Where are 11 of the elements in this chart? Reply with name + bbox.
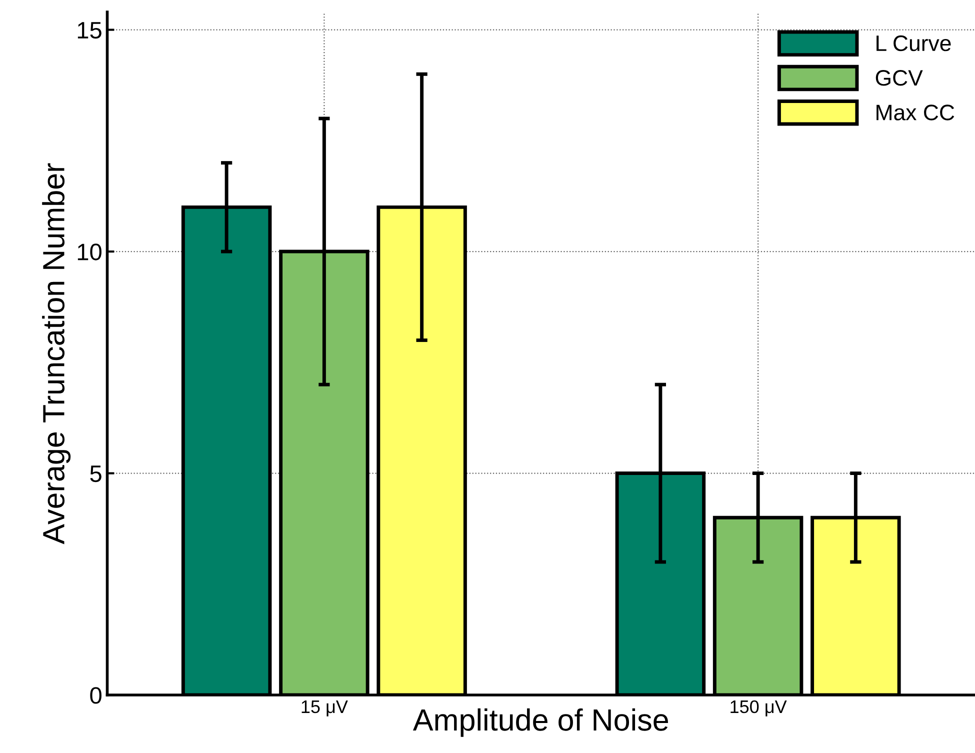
legend-label: GCV [876, 70, 923, 86]
x-axis-title: Amplitude of Noise [412, 708, 668, 737]
y-tick-label: 5 [90, 466, 102, 482]
y-tick-label: 10 [78, 244, 102, 260]
y-tick-label: 15 [78, 22, 102, 39]
legend-label: L Curve [876, 35, 951, 52]
legend-label: Max CC [876, 104, 954, 120]
x-tick-label: 15 μV [302, 700, 348, 716]
y-axis-title: Average Truncation Number [42, 163, 71, 544]
x-tick-label: 150 μV [730, 700, 787, 716]
y-tick-label: 0 [90, 687, 102, 704]
